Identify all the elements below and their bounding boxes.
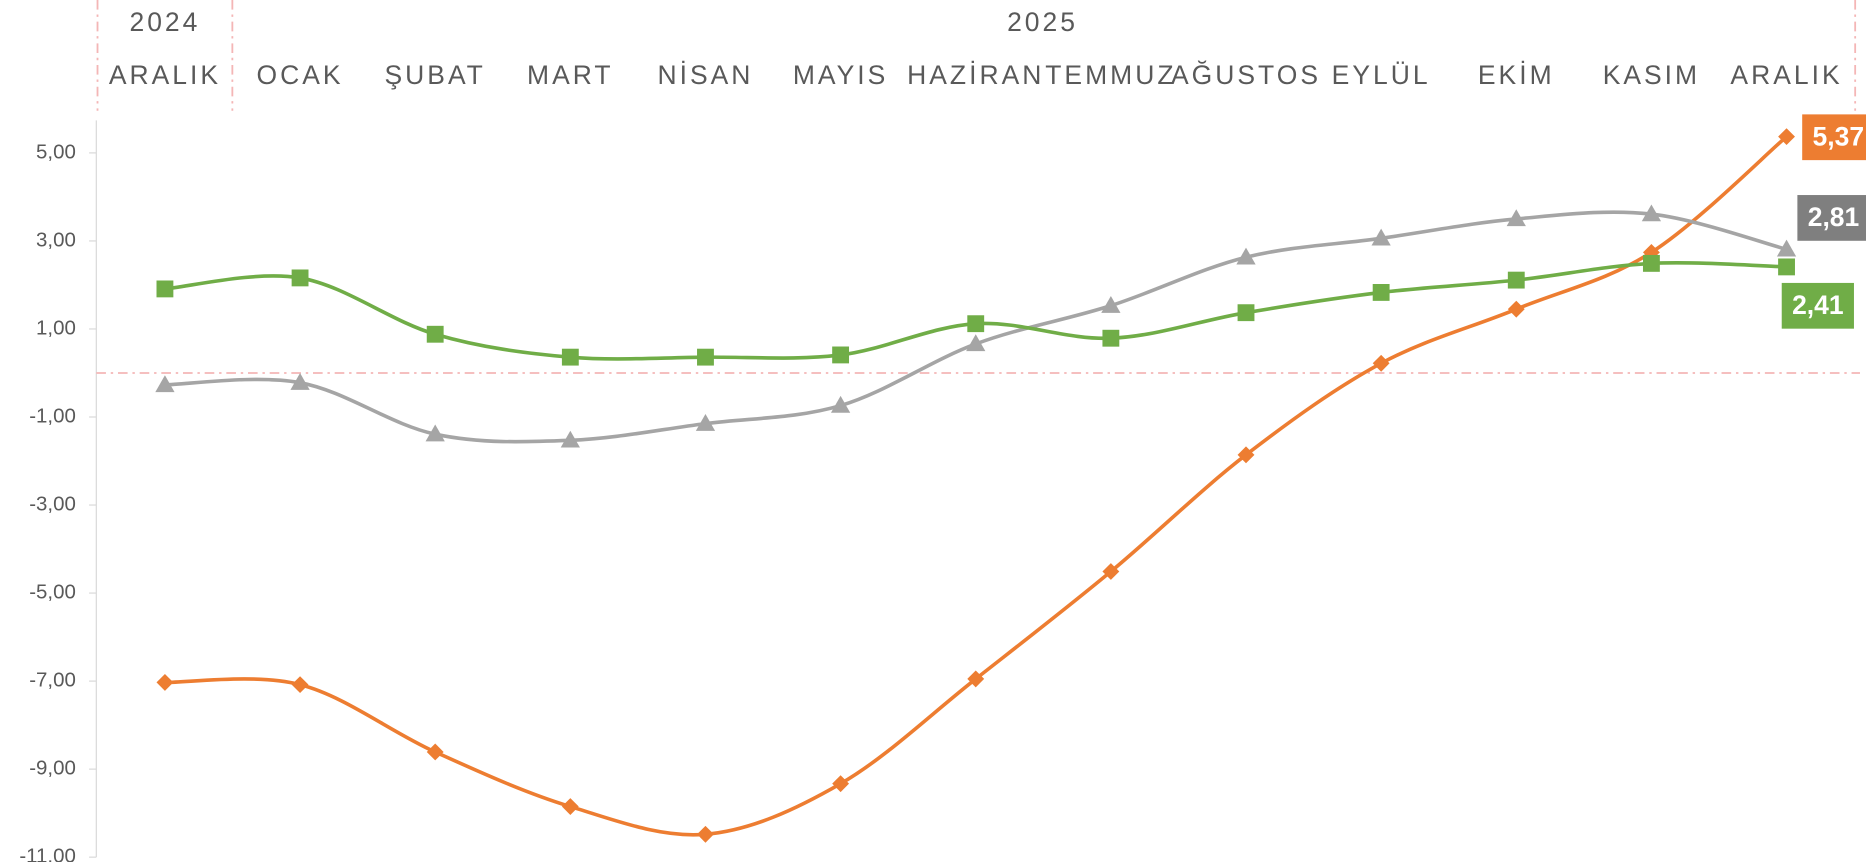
y-tick-label: -7,00 xyxy=(29,669,76,692)
marker xyxy=(1371,228,1391,246)
x-tick-label: NİSAN xyxy=(657,60,753,90)
x-tick-label: KASIM xyxy=(1603,60,1700,90)
year-label: 2024 xyxy=(129,7,200,37)
marker xyxy=(1372,284,1390,301)
value-label-box xyxy=(1802,114,1866,161)
year-label: 2025 xyxy=(1007,7,1078,37)
y-tick-label: -1,00 xyxy=(29,404,76,427)
x-tick-label: OCAK xyxy=(257,60,344,90)
marker xyxy=(1507,271,1525,289)
marker xyxy=(1778,258,1795,276)
marker xyxy=(1237,446,1255,464)
header-dividers xyxy=(96,0,1857,111)
marker xyxy=(561,348,579,366)
marker xyxy=(155,375,175,393)
x-tick-label: ARALIK xyxy=(109,60,221,90)
marker xyxy=(695,413,716,431)
y-tick-label: -11,00 xyxy=(19,845,75,862)
x-tick-label: TEMMUZ xyxy=(1045,60,1176,90)
y-tick-label: -9,00 xyxy=(29,757,76,780)
marker xyxy=(697,825,714,843)
marker xyxy=(967,315,985,333)
marker xyxy=(1776,239,1797,257)
marker xyxy=(1507,300,1525,318)
marker xyxy=(697,348,714,366)
x-tick-label: EYLÜL xyxy=(1332,60,1431,90)
x-tick-label: ŞUBAT xyxy=(385,60,486,90)
y-tick-label: 5,00 xyxy=(36,140,76,163)
x-tick-label: MAYIS xyxy=(793,60,888,90)
marker xyxy=(156,280,174,298)
marker xyxy=(426,325,444,343)
value-label: 5,37 xyxy=(1813,121,1865,151)
x-tick-label: ARALIK xyxy=(1730,60,1842,90)
x-tick-label: EKİM xyxy=(1478,60,1555,90)
marker xyxy=(560,430,580,448)
value-label: 2,81 xyxy=(1808,202,1860,232)
value-label-box xyxy=(1797,195,1866,241)
marker xyxy=(290,373,310,390)
y-tick-label: 1,00 xyxy=(36,316,76,339)
marker xyxy=(1642,254,1660,272)
marker xyxy=(561,798,579,815)
series-line xyxy=(164,135,1788,837)
marker xyxy=(830,395,851,413)
marker xyxy=(1237,304,1255,322)
marker xyxy=(967,670,985,688)
marker xyxy=(425,424,445,442)
x-tick-label: HAZİRAN xyxy=(907,60,1044,90)
marker xyxy=(156,673,174,691)
y-tick-label: -3,00 xyxy=(29,492,76,515)
marker xyxy=(1372,354,1390,372)
marker xyxy=(1102,329,1120,347)
marker xyxy=(1778,128,1795,146)
marker xyxy=(1236,247,1256,265)
x-tick-label: MART xyxy=(527,60,614,90)
y-tick-label: 3,00 xyxy=(36,228,76,251)
marker xyxy=(832,346,850,364)
marker xyxy=(291,269,309,287)
marker xyxy=(426,743,444,761)
marker xyxy=(832,775,850,793)
marker xyxy=(1101,296,1121,313)
value-label-box xyxy=(1781,282,1854,329)
value-label: 2,41 xyxy=(1792,290,1844,320)
x-tick-label: AĞUSTOS xyxy=(1171,60,1321,90)
marker xyxy=(1641,204,1662,222)
marker xyxy=(291,676,309,694)
y-tick-label: -5,00 xyxy=(29,580,76,603)
marker xyxy=(966,334,986,352)
marker xyxy=(1506,209,1526,227)
marker xyxy=(1102,563,1120,580)
